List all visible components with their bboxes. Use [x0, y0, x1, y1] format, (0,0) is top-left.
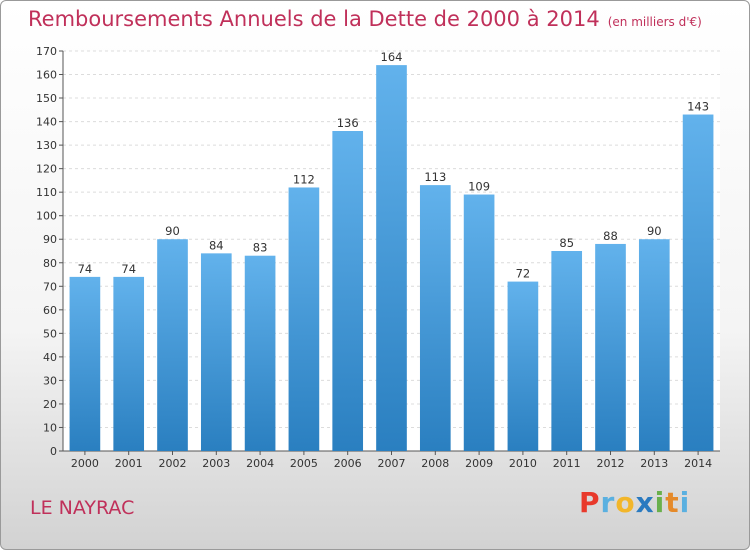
y-tick-label: 150: [36, 92, 57, 105]
bar-2008: [419, 185, 451, 451]
data-label-2003: 84: [209, 238, 224, 252]
data-label-2001: 74: [121, 262, 136, 276]
data-label-2002: 90: [165, 224, 180, 238]
bar-2011: [551, 251, 583, 451]
x-tick-label-2007: 2007: [378, 457, 406, 470]
bar-2001: [113, 276, 145, 451]
x-tick-label-2004: 2004: [246, 457, 274, 470]
data-label-2012: 88: [603, 229, 618, 243]
data-label-2011: 85: [559, 236, 574, 250]
y-tick-label: 160: [36, 69, 57, 82]
y-tick-label: 100: [36, 210, 57, 223]
data-label-2010: 72: [516, 267, 531, 281]
x-tick-label-2006: 2006: [334, 457, 362, 470]
proxiti-logo[interactable]: Proxiti: [579, 486, 690, 519]
x-tick-label-2010: 2010: [509, 457, 537, 470]
y-tick-label: 170: [36, 45, 57, 58]
bar-2005: [288, 187, 320, 451]
data-label-2006: 136: [337, 116, 359, 130]
x-tick-label-2000: 2000: [71, 457, 99, 470]
logo-letter: x: [635, 486, 655, 519]
data-label-2004: 83: [253, 241, 268, 255]
bar-2013: [638, 239, 670, 451]
y-tick-label: 10: [43, 421, 57, 434]
y-tick-label: 40: [43, 351, 57, 364]
bar-2002: [157, 239, 188, 451]
y-tick-label: 140: [36, 116, 57, 129]
bar-2012: [595, 243, 626, 451]
bar-2010: [507, 281, 539, 451]
x-tick-label-2014: 2014: [684, 457, 712, 470]
logo-letter: o: [615, 486, 636, 519]
logo-letter: i: [679, 486, 691, 519]
logo-letter: P: [579, 486, 601, 519]
bar-2009: [463, 194, 495, 451]
chart-title: Remboursements Annuels de la Dette de 20…: [28, 7, 702, 31]
data-label-2005: 112: [293, 172, 315, 186]
y-tick-label: 70: [43, 280, 57, 293]
x-tick-label-2009: 2009: [465, 457, 493, 470]
commune-name: LE NAYRAC: [30, 497, 135, 519]
y-tick-label: 30: [43, 374, 57, 387]
data-label-2008: 113: [424, 170, 446, 184]
chart-title-text: Remboursements Annuels de la Dette de 20…: [28, 7, 600, 31]
data-label-2007: 164: [381, 50, 403, 64]
logo-letter: t: [665, 486, 680, 519]
bar-2003: [200, 253, 232, 451]
x-tick-label-2012: 2012: [597, 457, 625, 470]
data-label-2009: 109: [468, 180, 490, 194]
data-label-2000: 74: [78, 262, 93, 276]
x-tick-label-2013: 2013: [640, 457, 668, 470]
y-tick-label: 80: [43, 257, 57, 270]
y-tick-label: 120: [36, 163, 57, 176]
x-tick-label-2005: 2005: [290, 457, 318, 470]
y-tick-label: 0: [50, 445, 57, 458]
bar-2000: [69, 276, 101, 451]
y-tick-label: 20: [43, 398, 57, 411]
logo-letter: r: [600, 486, 616, 519]
x-tick-label-2003: 2003: [202, 457, 230, 470]
y-tick-label: 50: [43, 327, 57, 340]
bar-2006: [332, 131, 364, 451]
y-tick-label: 60: [43, 304, 57, 317]
y-tick-label: 110: [36, 186, 57, 199]
x-tick-label-2001: 2001: [115, 457, 143, 470]
bar-2004: [244, 255, 276, 451]
x-tick-label-2002: 2002: [159, 457, 187, 470]
data-label-2014: 143: [687, 100, 709, 114]
x-tick-label-2008: 2008: [421, 457, 449, 470]
chart-unit: (en milliers d'€): [607, 15, 702, 29]
y-tick-label: 130: [36, 139, 57, 152]
bar-2014: [682, 114, 714, 451]
data-label-2013: 90: [647, 224, 662, 238]
bar-2007: [376, 65, 407, 451]
logo-letter: i: [654, 486, 666, 519]
y-tick-label: 90: [43, 233, 57, 246]
x-tick-label-2011: 2011: [553, 457, 581, 470]
